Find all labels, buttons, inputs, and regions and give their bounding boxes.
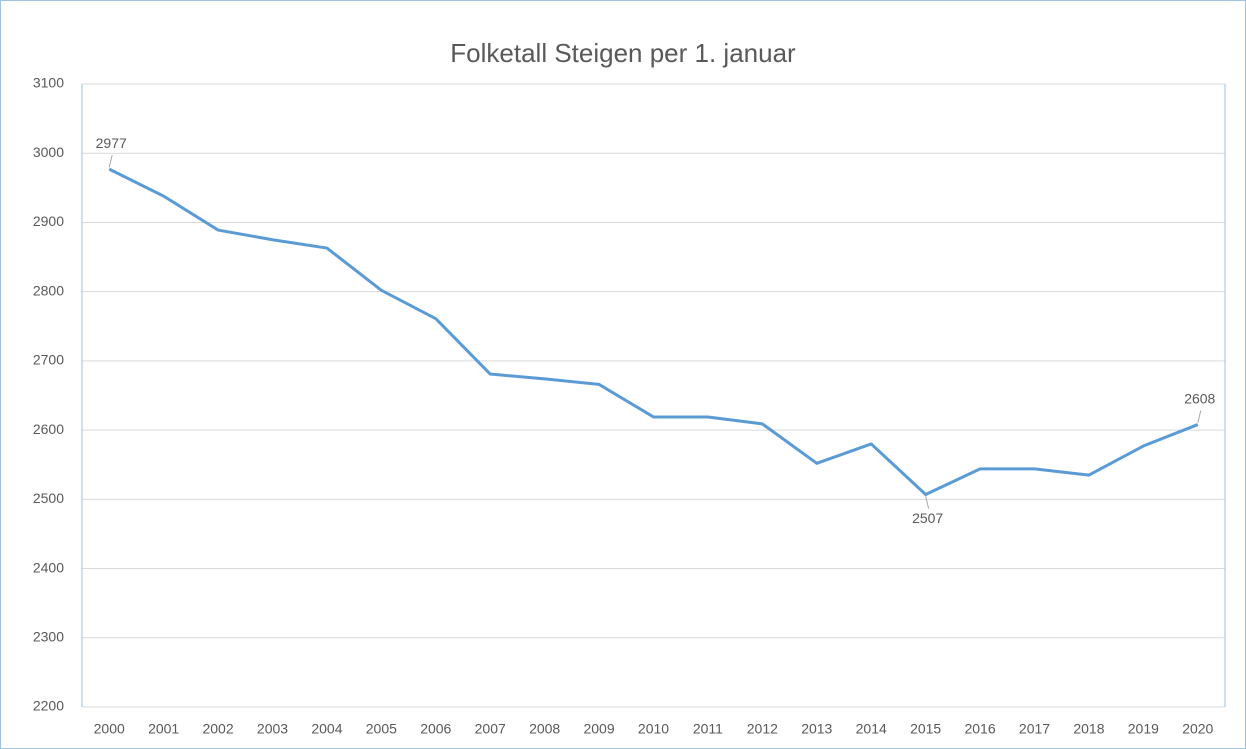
chart-title: Folketall Steigen per 1. januar [450,38,796,68]
y-tick-label: 2200 [33,698,64,714]
x-tick-label: 2016 [964,721,995,737]
y-tick-label: 3100 [33,75,64,91]
x-tick-label: 2019 [1128,721,1159,737]
y-tick-label: 3000 [33,144,64,160]
label-leader [925,496,930,509]
x-tick-label: 2018 [1073,721,1104,737]
y-tick-label: 2800 [33,282,64,298]
x-tick-label: 2006 [420,721,451,737]
x-tick-label: 2009 [583,721,614,737]
x-tick-label: 2007 [475,721,506,737]
x-tick-label: 2011 [693,721,723,737]
x-tick-label: 2020 [1182,721,1213,737]
label-leader [108,155,113,168]
y-tick-label: 2600 [33,421,64,437]
x-tick-label: 2008 [529,721,560,737]
y-tick-label: 2400 [33,559,64,575]
x-tick-label: 2005 [366,721,397,737]
y-tick-label: 2300 [33,628,64,644]
data-label: 2608 [1184,390,1215,406]
x-tick-label: 2003 [257,721,288,737]
x-tick-label: 2015 [910,721,941,737]
label-leader [1197,410,1202,423]
y-tick-label: 2900 [33,213,64,229]
data-label: 2977 [96,135,127,151]
data-label: 2507 [912,510,943,526]
x-tick-label: 2001 [148,721,179,737]
x-tick-label: 2002 [202,721,233,737]
data-line [108,167,1199,496]
x-tick-label: 2012 [747,721,778,737]
x-tick-label: 2010 [638,721,669,737]
y-tick-label: 2700 [33,352,64,368]
x-tick-label: 2013 [801,721,832,737]
x-tick-label: 2004 [311,721,342,737]
x-tick-label: 2014 [856,721,887,737]
x-tick-label: 2017 [1019,721,1050,737]
x-tick-label: 2000 [94,721,125,737]
y-tick-label: 2500 [33,490,64,506]
